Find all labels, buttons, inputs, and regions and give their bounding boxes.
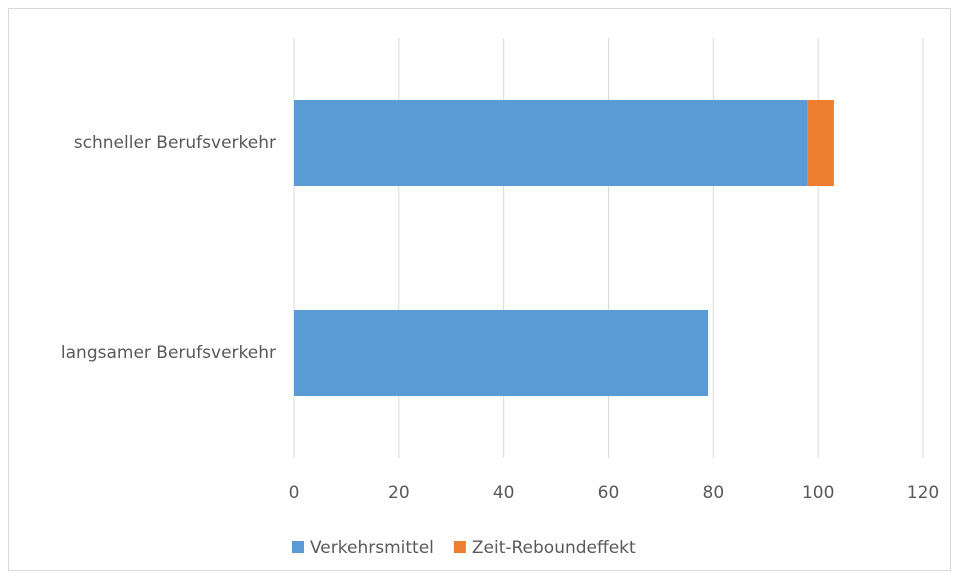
bar-segment (294, 310, 709, 396)
legend-label: Verkehrsmittel (310, 538, 434, 558)
x-tick-label: 120 (907, 483, 939, 503)
x-tick-label: 100 (802, 483, 834, 503)
y-tick-label: schneller Berufsverkehr (74, 133, 276, 153)
legend-label: Zeit-Reboundeffekt (472, 538, 636, 558)
x-tick-label: 40 (493, 483, 515, 503)
bar-segment (294, 100, 808, 186)
x-tick-label: 80 (703, 483, 725, 503)
y-tick-label: langsamer Berufsverkehr (61, 343, 276, 363)
x-tick-label: 20 (388, 483, 410, 503)
legend-swatch (453, 541, 466, 553)
bar-segment (807, 100, 834, 186)
x-tick-label: 60 (598, 483, 620, 503)
x-tick-label: 0 (289, 483, 300, 503)
legend-swatch (292, 541, 304, 553)
